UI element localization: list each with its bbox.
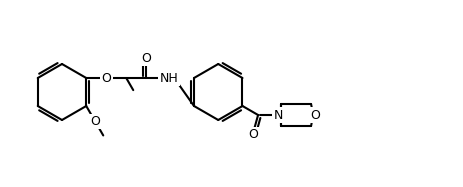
Text: O: O [141, 51, 151, 65]
Text: NH: NH [160, 71, 179, 85]
Text: O: O [101, 71, 111, 85]
Text: O: O [310, 108, 320, 122]
Text: O: O [248, 128, 258, 142]
Text: O: O [90, 115, 100, 128]
Text: N: N [273, 108, 283, 122]
